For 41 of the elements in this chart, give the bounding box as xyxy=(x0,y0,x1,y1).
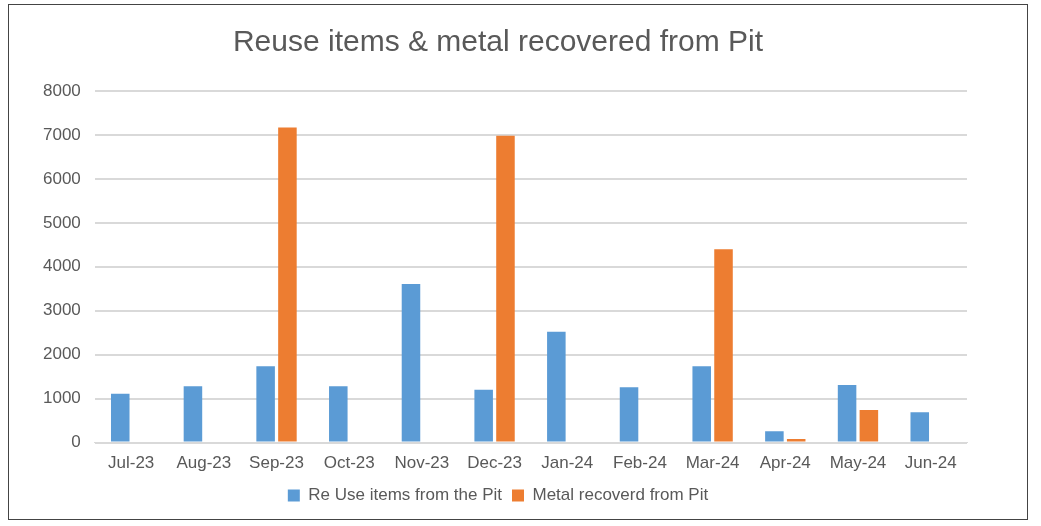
bar xyxy=(765,431,784,442)
bar xyxy=(786,439,806,442)
bar xyxy=(256,366,275,442)
y-tick-label: 2000 xyxy=(42,344,81,364)
y-tick-label: 5000 xyxy=(42,212,81,232)
bar xyxy=(619,387,639,442)
x-tick-label: Feb-24 xyxy=(612,453,667,473)
bar xyxy=(692,366,711,442)
y-tick-label: 8000 xyxy=(42,80,81,100)
bar xyxy=(496,135,515,442)
bar xyxy=(910,412,930,442)
bar xyxy=(183,386,203,442)
x-tick-label: Dec-23 xyxy=(467,453,522,473)
x-tick-label: Jan-24 xyxy=(541,453,594,473)
bar xyxy=(329,386,348,442)
x-tick-label: Oct-23 xyxy=(323,453,375,473)
y-tick-label: 7000 xyxy=(42,124,81,144)
bar xyxy=(401,283,421,442)
x-tick-label: May-24 xyxy=(829,453,887,473)
legend-label: Re Use items from the Pit xyxy=(308,485,503,505)
y-tick-label: 6000 xyxy=(42,168,81,188)
x-tick-label: Jul-23 xyxy=(108,453,155,473)
bar xyxy=(110,393,130,442)
bar xyxy=(547,331,566,442)
y-tick-label: 1000 xyxy=(42,388,81,408)
x-tick-label: Nov-23 xyxy=(394,453,450,473)
x-tick-label: Apr-24 xyxy=(759,453,811,473)
y-tick-label: 4000 xyxy=(42,256,81,276)
x-tick-label: Mar-24 xyxy=(685,453,740,473)
chart-title: Reuse items & metal recovered from Pit xyxy=(232,24,764,58)
bar xyxy=(859,410,879,442)
bar xyxy=(278,127,297,442)
bar xyxy=(714,249,733,442)
x-tick-label: Aug-23 xyxy=(176,453,232,473)
x-tick-label: Sep-23 xyxy=(249,453,304,473)
y-tick-label: 0 xyxy=(71,432,81,452)
x-tick-label: Jun-24 xyxy=(904,453,957,473)
y-tick-label: 3000 xyxy=(42,300,81,320)
bar xyxy=(474,389,493,442)
bar xyxy=(837,385,857,442)
legend-label: Metal recoverd from Pit xyxy=(532,485,709,505)
